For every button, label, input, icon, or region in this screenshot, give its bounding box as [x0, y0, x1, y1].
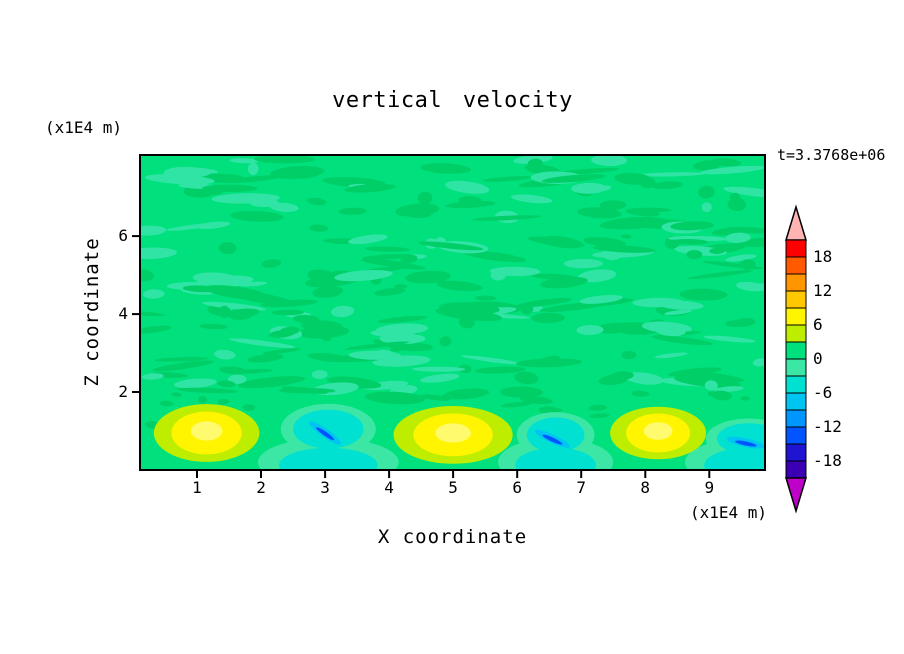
- x-tick-label: 8: [640, 478, 651, 497]
- x-axis-title: X coordinate: [377, 526, 528, 548]
- colorbar-band: [785, 307, 807, 326]
- y-tick-label: 6: [118, 226, 128, 246]
- colorbar-band: [785, 290, 807, 309]
- colorbar-label: 18: [813, 247, 833, 266]
- colorbar-band: [785, 409, 807, 428]
- colorbar-band: [785, 358, 807, 377]
- x-tick-label: 5: [448, 478, 458, 497]
- colorbar-band: [785, 392, 807, 411]
- x-tick-label: 4: [384, 478, 394, 497]
- colorbar-over-arrow: [784, 204, 808, 241]
- y-axis-unit: (x1E4 m): [45, 118, 123, 137]
- colorbar-band: [785, 375, 807, 394]
- colorbar-under-arrow: [784, 477, 808, 514]
- colorbar-label: 0: [813, 349, 823, 368]
- colorbar-band: [785, 256, 807, 275]
- x-tick-label: 1: [192, 478, 202, 497]
- colorbar-band: [785, 443, 807, 462]
- colorbar-label: -6: [813, 383, 833, 402]
- colorbar-band: [785, 426, 807, 445]
- colorbar-label: -18: [813, 451, 842, 470]
- colorbar-label: 6: [813, 315, 823, 334]
- time-label: t=3.3768e+06: [777, 146, 886, 164]
- colorbar-band: [785, 273, 807, 292]
- x-tick-label: 3: [320, 478, 330, 497]
- colorbar-label: 12: [813, 281, 833, 300]
- colorbar-band: [785, 324, 807, 343]
- x-axis-unit: (x1E4 m): [690, 503, 768, 522]
- colorbar-band: [785, 460, 807, 479]
- colorbar-band: [785, 341, 807, 360]
- x-tick-label: 2: [256, 478, 266, 497]
- plot-title: vertical velocity: [332, 88, 573, 113]
- x-tick-label: 9: [704, 478, 715, 497]
- contour-field: [140, 155, 765, 470]
- colorbar-label: -12: [813, 417, 842, 436]
- x-tick-label: 7: [576, 478, 587, 497]
- x-tick-label: 6: [512, 478, 522, 497]
- y-tick-label: 2: [118, 382, 128, 402]
- y-tick-label: 4: [118, 304, 128, 324]
- colorbar-band: [785, 239, 807, 258]
